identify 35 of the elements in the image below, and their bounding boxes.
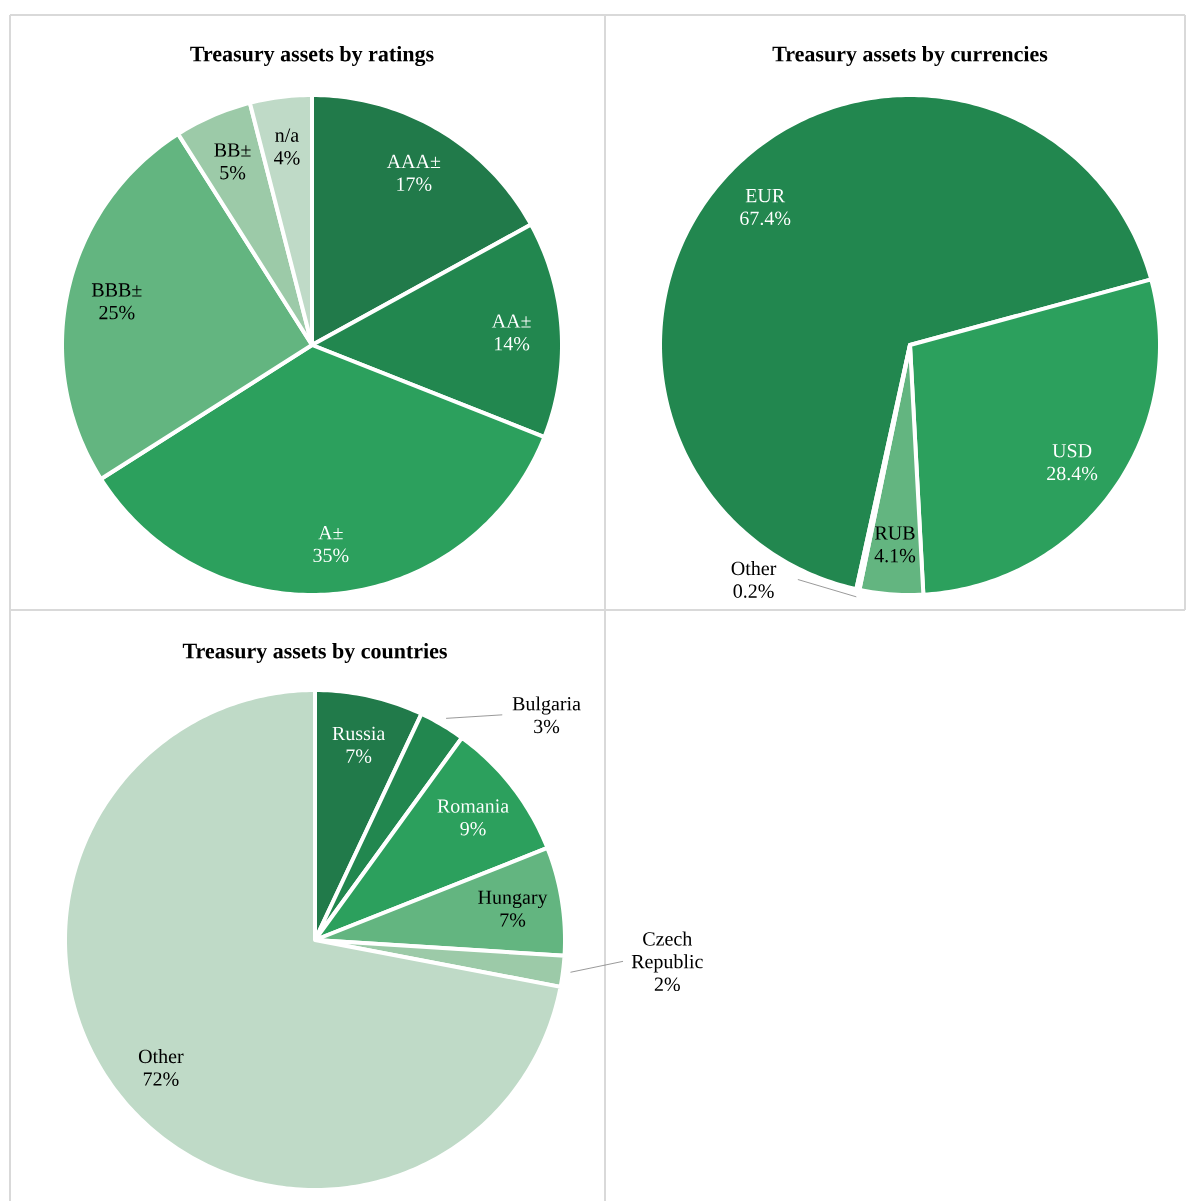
data-label: 4.1% — [874, 548, 916, 563]
data-label: 67.4% — [740, 211, 791, 226]
slice-label: A± — [318, 526, 343, 540]
slice-label: Russia — [332, 726, 386, 741]
slice-label: Other — [731, 561, 777, 576]
data-label: 9% — [460, 821, 486, 836]
data-label: 25% — [99, 305, 135, 320]
slice-label: BB± — [214, 143, 251, 157]
data-label: 17% — [397, 177, 432, 191]
data-label: 7% — [500, 913, 526, 927]
data-label: 7% — [346, 749, 372, 763]
slice-label: EUR — [745, 189, 786, 203]
slice-label: Other — [138, 1049, 184, 1064]
chart-title: Treasury assets by countries — [182, 643, 447, 664]
data-label: 3% — [534, 719, 560, 734]
data-label: 14% — [495, 336, 530, 351]
slice-label: Bulgaria — [512, 696, 581, 715]
slice-label: AA± — [491, 314, 531, 328]
chart-title: Treasury assets by currencies — [772, 45, 1048, 66]
data-label: 4% — [273, 151, 300, 165]
slice-label: Romania — [437, 799, 509, 813]
data-label: 5% — [220, 165, 246, 180]
slice-label: AAA± — [386, 154, 441, 168]
data-label: 28.4% — [1047, 466, 1098, 481]
data-label: 35% — [313, 548, 349, 563]
slice-label: RUB — [875, 526, 915, 540]
chart-title: Treasury assets by ratings — [190, 45, 434, 67]
slice-label: Hungary — [478, 890, 548, 909]
slice-label: USD — [1052, 444, 1092, 458]
data-label: 2% — [654, 977, 680, 992]
data-label: 72% — [143, 1072, 179, 1086]
slice-label: BBB± — [91, 283, 142, 297]
slice-label: Czech Republic — [631, 931, 703, 973]
slice-label: n/a — [275, 128, 299, 142]
data-label: 0.2% — [733, 584, 774, 598]
